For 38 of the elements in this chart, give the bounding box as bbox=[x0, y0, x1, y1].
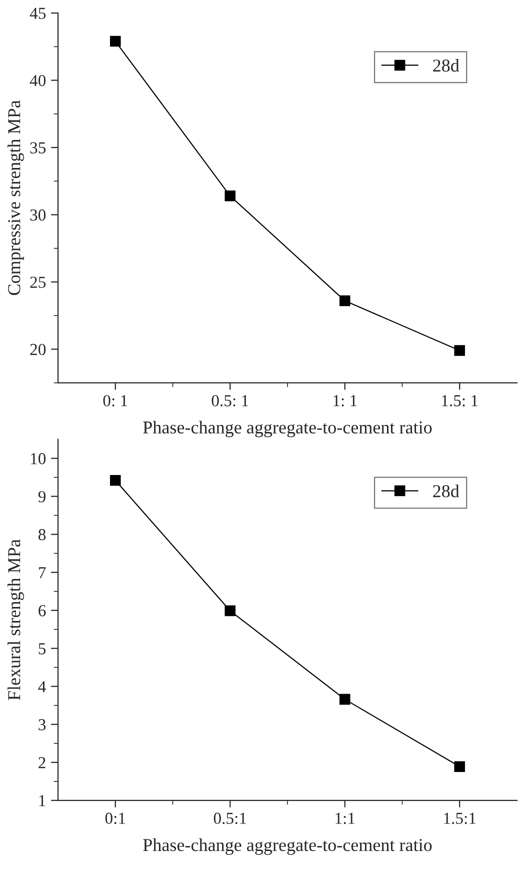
x-tick-label: 0.5:1 bbox=[214, 812, 246, 824]
y-axis-title: Flexural strength MPa bbox=[8, 539, 24, 700]
point bbox=[339, 694, 350, 705]
legend-label: 28d bbox=[433, 58, 460, 72]
x-tick-label: 1.5: 1 bbox=[442, 395, 478, 406]
x-tick-label: 0: 1 bbox=[103, 395, 128, 406]
y-tick-label: 9 bbox=[38, 491, 46, 502]
y-tick-label: 8 bbox=[38, 529, 46, 540]
y-tick-label: 30 bbox=[30, 209, 46, 221]
y-tick-label: 40 bbox=[30, 74, 46, 86]
y-tick-label: 1 bbox=[39, 795, 46, 806]
x-axis-title: Phase-change aggregate-to-cement ratio bbox=[143, 420, 432, 438]
point bbox=[110, 36, 121, 47]
x-axis-title: Phase-change aggregate-to-cement ratio bbox=[143, 838, 432, 855]
point bbox=[454, 761, 465, 772]
y-tick-label: 5 bbox=[38, 643, 46, 654]
y-tick-label: 25 bbox=[30, 276, 46, 288]
y-tick-label: 6 bbox=[38, 605, 46, 616]
x-tick-label: 0:1 bbox=[105, 812, 126, 824]
point bbox=[224, 190, 236, 202]
y-tick-label: 3 bbox=[38, 719, 46, 730]
y-tick-label: 4 bbox=[38, 681, 46, 692]
y-tick-label: 2 bbox=[38, 757, 46, 768]
y-tick-label: 10 bbox=[31, 453, 46, 464]
x-tick-label: 1: 1 bbox=[334, 395, 357, 406]
point bbox=[110, 475, 121, 486]
x-tick-label: 0.5: 1 bbox=[212, 395, 248, 406]
legend-label: 28d bbox=[433, 484, 460, 498]
point bbox=[339, 295, 350, 306]
y-axis-title: Compressive strength MPa bbox=[8, 100, 24, 295]
y-tick-label: 45 bbox=[30, 8, 46, 19]
point bbox=[454, 345, 465, 356]
x-tick-label: 1:1 bbox=[336, 812, 355, 824]
x-tick-label: 1.5:1 bbox=[444, 812, 476, 824]
y-tick-label: 7 bbox=[38, 567, 46, 578]
y-tick-label: 35 bbox=[30, 142, 46, 154]
y-tick-label: 20 bbox=[30, 344, 46, 356]
point bbox=[224, 605, 236, 616]
